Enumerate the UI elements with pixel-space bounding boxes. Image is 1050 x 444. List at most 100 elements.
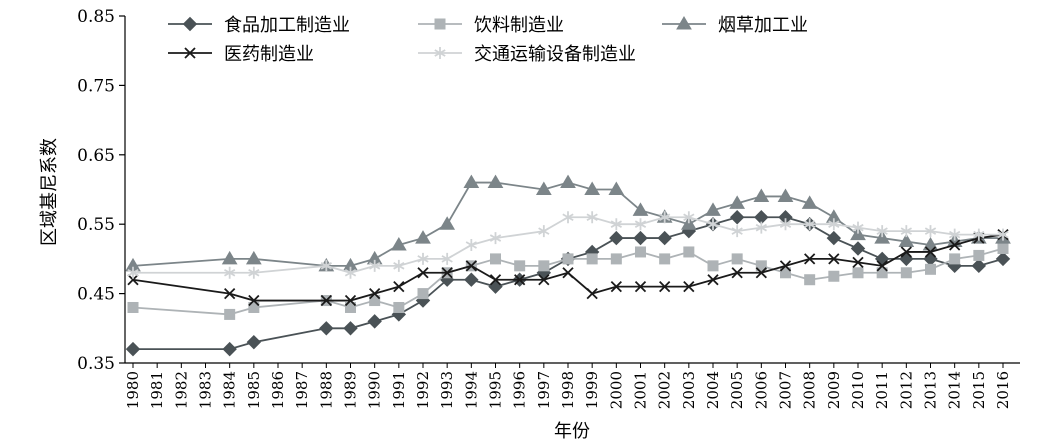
x-tick-label: 2015 xyxy=(970,371,988,409)
series-point xyxy=(488,279,503,294)
x-tick-label: 2001 xyxy=(632,371,650,409)
series-point xyxy=(608,181,625,195)
series-point xyxy=(610,281,622,293)
series-point xyxy=(755,221,767,234)
legend-label: 烟草加工业 xyxy=(718,15,808,36)
series-point xyxy=(441,267,453,279)
series-point xyxy=(487,174,504,189)
series-layer xyxy=(125,174,1011,357)
series-point xyxy=(345,301,356,313)
legend-swatch-marker xyxy=(182,16,198,32)
legend-label: 交通运输设备制造业 xyxy=(474,44,636,65)
series-point xyxy=(586,211,598,224)
series-point xyxy=(804,274,816,286)
x-tick-label: 1987 xyxy=(293,371,311,409)
series-point xyxy=(417,267,429,279)
x-tick-label: 1996 xyxy=(511,371,529,409)
x-tick-label: 1999 xyxy=(583,371,601,409)
series-point xyxy=(367,314,382,329)
series-point xyxy=(876,260,888,272)
series-point xyxy=(610,253,622,265)
series-point xyxy=(828,253,840,265)
series-point xyxy=(584,181,601,195)
x-tick-label: 1986 xyxy=(269,371,287,409)
series-point xyxy=(320,259,332,272)
series-point xyxy=(393,259,405,272)
legend-swatch-marker xyxy=(434,18,446,30)
series-point xyxy=(973,228,985,241)
x-tick-label: 2016 xyxy=(994,371,1012,409)
series-point xyxy=(248,266,260,279)
series-point xyxy=(683,211,695,224)
x-tick-label: 2014 xyxy=(946,371,964,409)
x-tick-label: 2000 xyxy=(607,371,625,409)
x-tick-label: 2004 xyxy=(704,371,722,409)
y-tick-label: 0.85 xyxy=(77,7,115,27)
series-point xyxy=(609,230,624,246)
series-point xyxy=(490,253,501,265)
series-point xyxy=(439,216,456,230)
series-point xyxy=(924,246,937,258)
series-point xyxy=(973,249,985,261)
series-point xyxy=(586,287,598,300)
x-tick-label: 1988 xyxy=(317,371,335,409)
series-point xyxy=(755,267,767,279)
series-point xyxy=(924,225,937,238)
series-point xyxy=(898,233,915,248)
x-tick-label: 1995 xyxy=(487,371,505,409)
series-point xyxy=(344,294,357,307)
series-point xyxy=(852,256,864,269)
x-axis-title: 年份 xyxy=(554,421,590,442)
series-point xyxy=(925,263,936,275)
x-tick-label: 2011 xyxy=(873,371,891,409)
series-point xyxy=(393,281,405,293)
x-tick-label: 1994 xyxy=(462,371,480,409)
series-point xyxy=(753,188,770,202)
series-point xyxy=(779,218,792,231)
axes xyxy=(124,16,1020,364)
series-point xyxy=(465,260,477,272)
x-tick-label: 2005 xyxy=(728,371,746,409)
series-point xyxy=(659,281,671,293)
series-point xyxy=(876,225,888,238)
legend-item: 交通运输设备制造业 xyxy=(418,44,636,65)
y-tick-label: 0.75 xyxy=(77,76,115,96)
series-point xyxy=(463,174,480,189)
series-point xyxy=(224,308,236,320)
x-tick-label: 2003 xyxy=(680,371,698,409)
x-ticks: 1980 1981 1982 1983 1984 1985 1986 1987 1988 1989… xyxy=(124,363,1012,409)
legend-label: 饮料制造业 xyxy=(474,15,564,36)
series-point xyxy=(535,181,552,195)
x-tick-label: 2006 xyxy=(752,371,770,409)
series-point xyxy=(923,251,938,267)
series-point xyxy=(850,241,866,256)
series-point xyxy=(562,211,574,224)
series-point xyxy=(127,274,139,286)
series-point xyxy=(393,301,405,313)
series-1 xyxy=(125,210,1011,357)
x-tick-label: 1990 xyxy=(366,371,384,409)
series-point xyxy=(224,266,236,279)
series-point xyxy=(538,260,550,272)
legend-swatch-marker xyxy=(184,47,196,59)
x-tick-label: 1980 xyxy=(124,371,142,409)
x-tick-label: 2010 xyxy=(849,371,867,409)
series-point xyxy=(222,341,237,357)
legend-item: 烟草加工业 xyxy=(662,15,808,36)
x-tick-label: 1981 xyxy=(148,371,166,409)
x-tick-label: 1998 xyxy=(559,371,577,409)
x-tick-label: 1991 xyxy=(390,371,408,409)
series-2 xyxy=(127,242,1009,320)
legend-swatch-marker xyxy=(676,16,692,30)
series-point xyxy=(634,281,647,293)
x-tick-label: 2008 xyxy=(801,371,819,409)
legend-label: 医药制造业 xyxy=(224,44,314,65)
y-tick-label: 0.45 xyxy=(77,285,115,305)
series-point xyxy=(127,301,139,313)
series-point xyxy=(343,321,358,336)
series-point xyxy=(779,260,792,272)
x-tick-label: 1983 xyxy=(197,371,215,409)
series-point xyxy=(705,202,721,216)
x-tick-label: 2007 xyxy=(777,371,795,409)
